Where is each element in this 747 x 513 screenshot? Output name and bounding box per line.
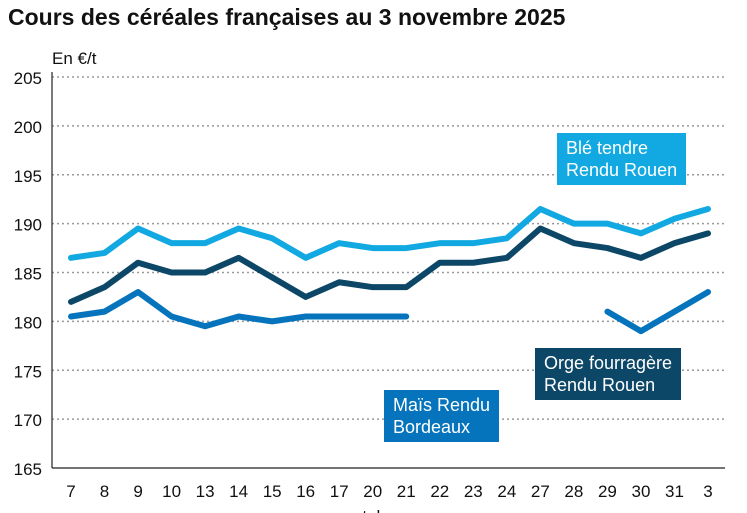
label-line: Bordeaux [393, 417, 471, 437]
y-tick-label: 190 [14, 216, 42, 235]
chart-title: Cours des céréales françaises au 3 novem… [8, 4, 566, 30]
y-tick-label: 175 [14, 362, 42, 381]
label-line: Rendu Rouen [566, 160, 678, 180]
y-tick-label: 185 [14, 265, 42, 284]
series-line [68, 225, 711, 305]
x-tick-label: 31 [665, 482, 684, 501]
y-tick-label: 205 [14, 69, 42, 88]
x-tick-label: 21 [397, 482, 416, 501]
x-tick-label: 28 [564, 482, 583, 501]
x-tick-label: 30 [631, 482, 650, 501]
month-label: nov [692, 507, 720, 513]
x-tick-label: 23 [464, 482, 483, 501]
label-line: Maïs Rendu [393, 395, 491, 415]
label-orge: Orge fourragère Rendu Rouen [535, 348, 682, 400]
y-axis-label: En €/t [52, 49, 97, 68]
y-tick-label: 165 [14, 460, 42, 479]
y-tick-label: 195 [14, 167, 42, 186]
label-ble-tendre: Blé tendre Rendu Rouen [557, 133, 687, 185]
x-tick-label: 16 [296, 482, 315, 501]
series-line [604, 289, 711, 335]
label-mais: Maïs Rendu Bordeaux [384, 390, 500, 442]
label-line: Orge fourragère [544, 353, 673, 373]
x-tick-label: 3 [703, 482, 712, 501]
label-line: Blé tendre [566, 138, 649, 158]
x-tick-label: 8 [100, 482, 109, 501]
y-tick-label: 200 [14, 118, 42, 137]
month-label: octobre [344, 507, 401, 513]
x-tick-label: 15 [263, 482, 282, 501]
x-tick-label: 17 [330, 482, 349, 501]
x-tick-label: 7 [66, 482, 75, 501]
x-tick-label: 20 [363, 482, 382, 501]
x-tick-label: 10 [162, 482, 181, 501]
x-tick-label: 22 [430, 482, 449, 501]
y-tick-label: 180 [14, 313, 42, 332]
x-tick-label: 29 [598, 482, 617, 501]
x-tick-label: 9 [133, 482, 142, 501]
series-line [68, 205, 711, 261]
label-line: Rendu Rouen [544, 375, 656, 395]
x-tick-label: 24 [497, 482, 516, 501]
x-tick-label: 14 [229, 482, 248, 501]
x-tick-label: 13 [196, 482, 215, 501]
y-tick-label: 170 [14, 411, 42, 430]
series-line [68, 289, 410, 330]
x-tick-label: 27 [531, 482, 550, 501]
